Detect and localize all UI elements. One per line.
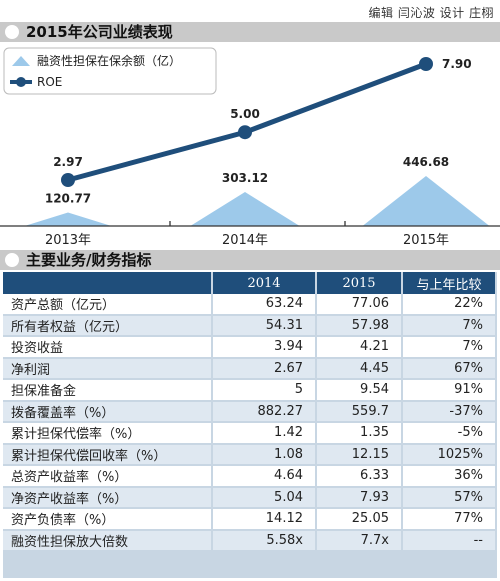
table-row: 担保准备金 5 9.54 91% xyxy=(3,380,497,402)
column-header: 2015 xyxy=(317,272,403,294)
metric-value: 4.21 xyxy=(317,337,403,359)
metric-name: 投资收益 xyxy=(3,337,213,359)
metric-value: 67% xyxy=(403,358,497,380)
metric-value: 22% xyxy=(403,294,497,316)
roe-point xyxy=(238,125,252,140)
metric-name: 净资产收益率（%） xyxy=(3,487,213,509)
table-row: 投资收益 3.94 4.21 7% xyxy=(3,337,497,359)
x-tick-label: 2014年 xyxy=(222,233,268,248)
metric-value: 6.33 xyxy=(317,466,403,488)
x-tick-label: 2015年 xyxy=(403,233,449,248)
metric-value: 91% xyxy=(403,380,497,402)
table-row: 累计担保代偿率（%） 1.42 1.35 -5% xyxy=(3,423,497,445)
metric-value: -5% xyxy=(403,423,497,445)
metric-name: 总资产收益率（%） xyxy=(3,466,213,488)
column-header xyxy=(3,272,213,294)
metric-value: 7% xyxy=(403,315,497,337)
metric-value: 25.05 xyxy=(317,509,403,531)
metric-value: 12.15 xyxy=(317,444,403,466)
metric-value: 14.12 xyxy=(213,509,317,531)
metric-value: 4.64 xyxy=(213,466,317,488)
metric-value: -37% xyxy=(403,401,497,423)
guarantee-data-label: 303.12 xyxy=(222,171,268,185)
metric-value: 36% xyxy=(403,466,497,488)
bullet-icon xyxy=(5,253,19,267)
metric-value: 5.04 xyxy=(213,487,317,509)
section-title: 主要业务/财务指标 xyxy=(26,251,152,269)
metric-value: 3.94 xyxy=(213,337,317,359)
metric-value: 5.58x xyxy=(213,530,317,552)
performance-chart: 120.77 303.12 446.68 2013年 2014年 2015年 2.97 5.0… xyxy=(0,47,500,248)
metric-value: 1.08 xyxy=(213,444,317,466)
section-title: 2015年公司业绩表现 xyxy=(26,23,173,41)
metric-name: 资产负债率（%） xyxy=(3,509,213,531)
legend-roe-point-icon xyxy=(16,77,26,87)
metric-name: 资产总额（亿元） xyxy=(3,294,213,316)
metric-value: 1.35 xyxy=(317,423,403,445)
guarantee-data-label: 120.77 xyxy=(45,191,91,205)
metric-value: 63.24 xyxy=(213,294,317,316)
guarantee-area-mark xyxy=(24,212,112,226)
section-header-performance: 2015年公司业绩表现 xyxy=(0,22,500,42)
table-row: 净资产收益率（%） 5.04 7.93 57% xyxy=(3,487,497,509)
table-row: 融资性担保放大倍数 5.58x 7.7x -- xyxy=(3,530,497,552)
metric-value: -- xyxy=(403,530,497,552)
indicators-table: 2014 2015 与上年比较 资产总额（亿元） 63.24 77.06 22% 所有者权益… xyxy=(3,272,497,552)
metric-value: 77% xyxy=(403,509,497,531)
table-row: 资产负债率（%） 14.12 25.05 77% xyxy=(3,509,497,531)
metric-value: 559.7 xyxy=(317,401,403,423)
metric-name: 融资性担保放大倍数 xyxy=(3,530,213,552)
bullet-icon xyxy=(5,25,19,39)
metric-value: 7.93 xyxy=(317,487,403,509)
table-row: 总资产收益率（%） 4.64 6.33 36% xyxy=(3,466,497,488)
credits: 编辑 闫沁波 设计 庄栩 xyxy=(368,6,494,20)
metric-name: 担保准备金 xyxy=(3,380,213,402)
metric-value: 5 xyxy=(213,380,317,402)
metric-value: 7.7x xyxy=(317,530,403,552)
roe-point xyxy=(419,57,433,71)
guarantee-area-mark xyxy=(362,175,490,226)
table-row: 净利润 2.67 4.45 67% xyxy=(3,358,497,380)
column-header: 与上年比较 xyxy=(403,272,497,294)
metric-name: 累计担保代偿回收率（%） xyxy=(3,444,213,466)
guarantee-data-label: 446.68 xyxy=(403,155,449,169)
table-header-row: 2014 2015 与上年比较 xyxy=(3,272,497,294)
metric-value: 77.06 xyxy=(317,294,403,316)
roe-point xyxy=(61,173,75,187)
metric-value: 9.54 xyxy=(317,380,403,402)
metric-value: 1025% xyxy=(403,444,497,466)
metric-value: 882.27 xyxy=(213,401,317,423)
table-row: 资产总额（亿元） 63.24 77.06 22% xyxy=(3,294,497,316)
metric-value: 1.42 xyxy=(213,423,317,445)
metric-value: 57% xyxy=(403,487,497,509)
metric-value: 57.98 xyxy=(317,315,403,337)
roe-data-label: 7.90 xyxy=(442,57,472,71)
roe-data-label: 2.97 xyxy=(53,155,83,169)
legend-box xyxy=(3,47,217,95)
guarantee-area-mark xyxy=(190,192,300,226)
metric-name: 所有者权益（亿元） xyxy=(3,315,213,337)
x-tick-label: 2013年 xyxy=(45,233,91,248)
legend-guarantee-label: 融资性担保在保余额（亿） xyxy=(37,53,181,68)
table-row: 累计担保代偿回收率（%） 1.08 12.15 1025% xyxy=(3,444,497,466)
section-header-indicators: 主要业务/财务指标 xyxy=(0,250,500,270)
legend-guarantee-icon xyxy=(12,56,30,66)
legend-roe-label: ROE xyxy=(37,75,62,89)
metric-value: 54.31 xyxy=(213,315,317,337)
metric-name: 累计担保代偿率（%） xyxy=(3,423,213,445)
metric-name: 净利润 xyxy=(3,358,213,380)
metric-name: 拨备覆盖率（%） xyxy=(3,401,213,423)
metric-value: 4.45 xyxy=(317,358,403,380)
roe-data-label: 5.00 xyxy=(230,107,260,121)
table-row: 所有者权益（亿元） 54.31 57.98 7% xyxy=(3,315,497,337)
metric-value: 7% xyxy=(403,337,497,359)
column-header: 2014 xyxy=(213,272,317,294)
table-row: 拨备覆盖率（%） 882.27 559.7 -37% xyxy=(3,401,497,423)
indicators-table-wrap: 2014 2015 与上年比较 资产总额（亿元） 63.24 77.06 22% 所有者权益… xyxy=(3,272,497,578)
metric-value: 2.67 xyxy=(213,358,317,380)
